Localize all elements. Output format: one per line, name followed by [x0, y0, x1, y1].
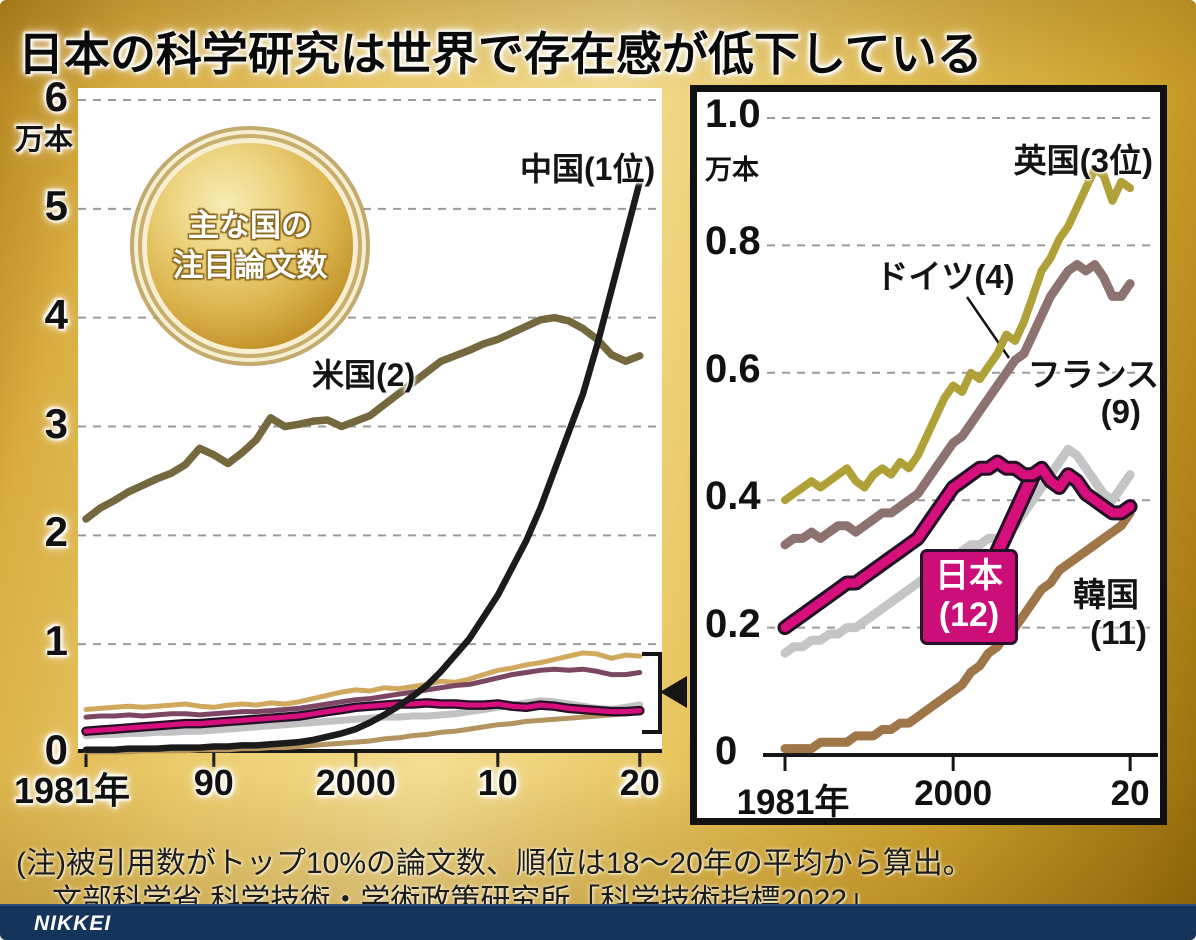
japan-series — [780, 457, 1135, 633]
y-axis-tick-label: 4 — [44, 290, 68, 338]
x-axis-tick-label: 20 — [619, 762, 660, 803]
y-axis-tick-label: 0 — [44, 726, 68, 773]
uk-series-label: 英国(3位) — [1013, 142, 1153, 179]
japan-label-name: 日本 — [935, 557, 1003, 595]
inset-chart: 万本 英国(3位) ドイツ(4) フランス (9) 韓国 (11) 日本 (12… — [690, 85, 1167, 825]
japan-series — [83, 700, 643, 734]
y-axis-tick-label: 0.4 — [705, 474, 761, 519]
japan-label-rank: (12) — [938, 596, 1000, 634]
main-unit-label: 万本 — [14, 124, 73, 156]
china-series — [82, 178, 644, 753]
france-label-name: フランス — [1027, 356, 1159, 393]
nikkei-logo: NIKKEI — [34, 912, 112, 935]
korea-label-name: 韓国 — [1073, 576, 1139, 613]
y-axis-tick-label: 0.2 — [705, 601, 761, 646]
zoom-bracket — [642, 652, 662, 734]
y-axis-tick-label: 2 — [44, 508, 68, 556]
series-line — [780, 508, 1135, 754]
series-line — [780, 260, 1135, 550]
y-axis-tick-label: 0 — [715, 729, 738, 773]
y-axis-tick-label: 5 — [44, 181, 68, 229]
mini-series — [83, 666, 643, 720]
korea-label-rank: (11) — [1090, 614, 1147, 651]
y-axis-tick-label: 0.6 — [705, 346, 761, 391]
france-label-rank: (9) — [1100, 393, 1141, 430]
x-axis-tick-label: 10 — [477, 762, 518, 803]
x-axis-tick-label: 1981年 — [13, 770, 131, 811]
gold-badge: 主な国の 注目論文数 — [147, 143, 353, 349]
germany-series-label: ドイツ(4) — [875, 258, 1015, 295]
japan-series-label: 日本 (12) — [920, 549, 1018, 645]
china-series-label: 中国(1位) — [520, 151, 656, 187]
x-axis-tick-label: 90 — [193, 762, 234, 803]
x-axis-tick-label: 2000 — [914, 774, 993, 813]
x-axis-tick-label: 1981年 — [736, 783, 850, 822]
mini-series — [83, 650, 643, 712]
x-axis-tick-label: 20 — [1110, 774, 1150, 813]
inset-chart-canvas — [763, 117, 1158, 771]
korea-series-label: 韓国 (11) — [1027, 576, 1147, 652]
zoom-arrow-icon — [660, 676, 687, 708]
y-axis-tick-label: 3 — [44, 399, 68, 447]
inset-unit-label: 万本 — [705, 155, 759, 185]
page-title: 日本の科学研究は世界で存在感が低下している — [18, 28, 983, 80]
y-axis-tick-label: 1.0 — [705, 92, 761, 136]
us-series-label: 米国(2) — [312, 357, 416, 393]
france-series-label: フランス (9) — [997, 356, 1159, 430]
badge-line2: 注目論文数 — [172, 248, 328, 283]
footnote-line1: (注)被引用数がトップ10%の論文数、順位は18〜20年の平均から算出。 — [16, 847, 973, 880]
series-line — [781, 165, 1135, 505]
us-series — [82, 313, 644, 523]
footer-bar: NIKKEI — [0, 904, 1196, 940]
x-axis-tick-label: 2000 — [315, 762, 396, 803]
japan-callout — [988, 472, 1038, 565]
y-axis-tick-label: 6 — [44, 73, 68, 121]
y-axis-tick-label: 1 — [44, 617, 68, 665]
y-axis-tick-label: 0.8 — [705, 219, 761, 264]
badge-line1: 主な国の — [188, 208, 312, 243]
